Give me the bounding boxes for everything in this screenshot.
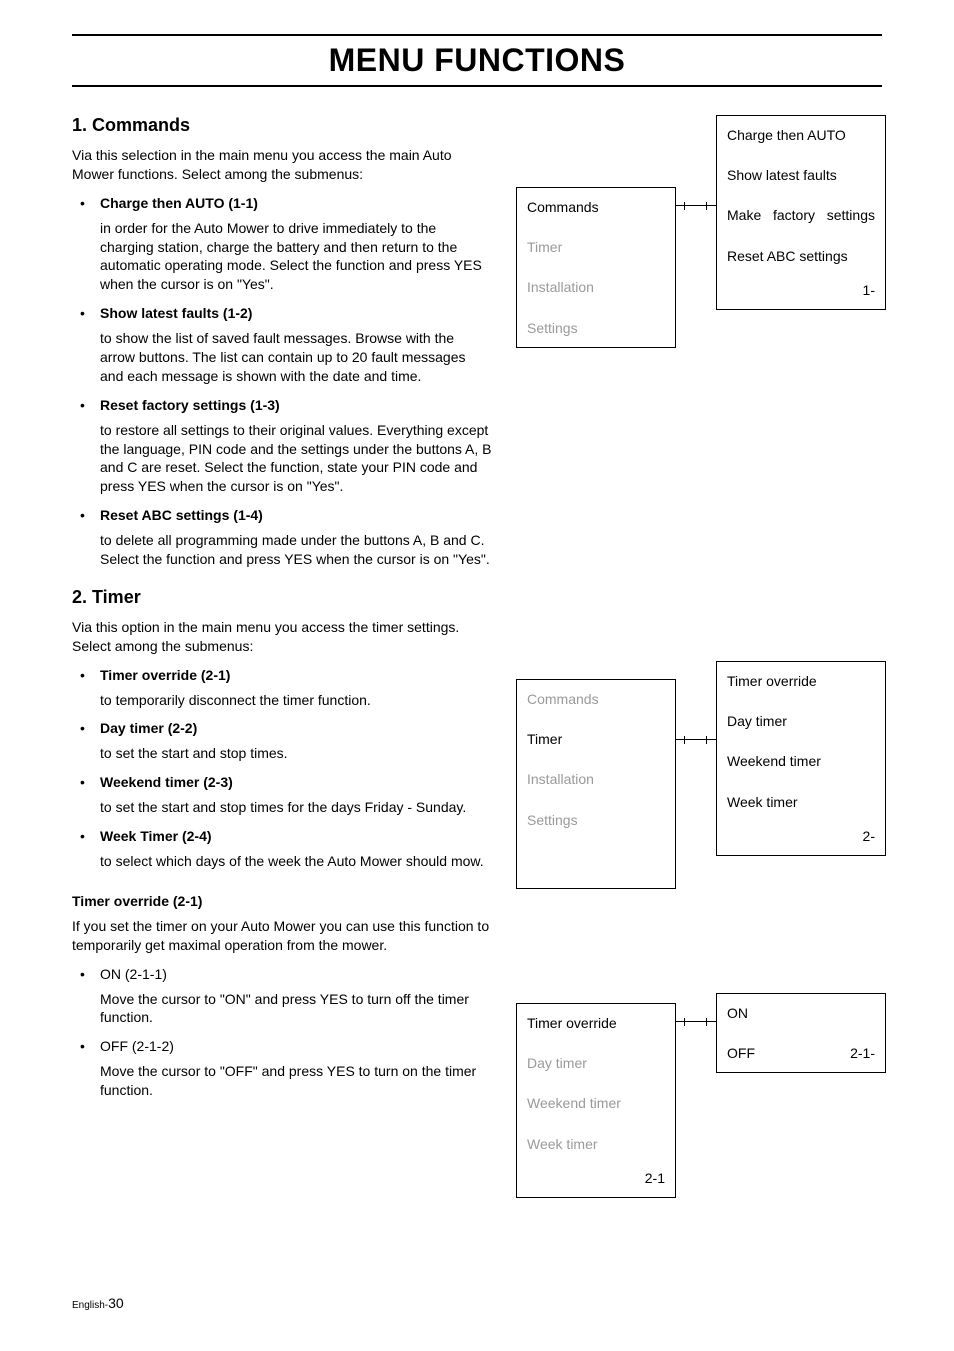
connector-line [676, 1021, 716, 1022]
item-title: Reset ABC settings (1-4) [100, 506, 492, 525]
menu-entry: Reset ABC settings [727, 247, 875, 265]
menu-entry: Timer [527, 238, 665, 256]
item-desc: to restore all settings to their origina… [100, 421, 492, 497]
menu-entry: Show latest faults [727, 166, 875, 184]
diagram-timer: Commands Timer Installation Settings Tim… [516, 661, 906, 871]
list-item: Charge then AUTO (1-1) in order for the … [72, 194, 492, 294]
timer-list: Timer override (2-1) to temporarily disc… [72, 666, 492, 871]
list-item: Week Timer (2-4) to select which days of… [72, 827, 492, 871]
menu-code: 2-1 [527, 1169, 665, 1187]
menu-code: 2-1- [850, 1044, 875, 1062]
footer-page-number: 30 [108, 1295, 124, 1311]
menu-entry: ON [727, 1004, 875, 1022]
bottom-rule [72, 85, 882, 87]
menu-entry: Week timer [527, 1135, 665, 1153]
menu-entry: Timer override [527, 1014, 665, 1032]
menu-entry: Commands [527, 690, 665, 708]
item-title: Weekend timer (2-3) [100, 773, 492, 792]
menu-box-left: Timer override Day timer Weekend timer W… [516, 1003, 676, 1198]
list-item: ON (2-1-1) Move the cursor to "ON" and p… [72, 965, 492, 1028]
menu-entry: Week timer [727, 793, 875, 811]
menu-box-right: Charge then AUTO Show latest faults Make… [716, 115, 886, 310]
section-heading-timer: 2. Timer [72, 587, 492, 608]
menu-entry: Timer override [727, 672, 875, 690]
item-desc: to set the start and stop times for the … [100, 798, 492, 817]
menu-entry: Make factory settings [727, 206, 875, 224]
menu-code: 1- [727, 281, 875, 299]
timer-override-list: ON (2-1-1) Move the cursor to "ON" and p… [72, 965, 492, 1100]
list-item: Reset factory settings (1-3) to restore … [72, 396, 492, 496]
list-item: Reset ABC settings (1-4) to delete all p… [72, 506, 492, 569]
menu-entry: Day timer [727, 712, 875, 730]
item-desc: to select which days of the week the Aut… [100, 852, 492, 871]
item-desc: in order for the Auto Mower to drive imm… [100, 219, 492, 295]
menu-entry: Installation [527, 278, 665, 296]
item-title: ON (2-1-1) [100, 965, 492, 984]
subheading-timer-override: Timer override (2-1) [72, 893, 492, 909]
menu-entry: Installation [527, 770, 665, 788]
item-desc: to temporarily disconnect the timer func… [100, 691, 492, 710]
menu-box-right: Timer override Day timer Weekend timer W… [716, 661, 886, 856]
connector-line [676, 739, 716, 740]
list-item: Timer override (2-1) to temporarily disc… [72, 666, 492, 710]
menu-entry: Commands [527, 198, 665, 216]
item-desc: Move the cursor to "OFF" and press YES t… [100, 1062, 492, 1100]
top-rule [72, 34, 882, 36]
item-title: Timer override (2-1) [100, 666, 492, 685]
item-title: Day timer (2-2) [100, 719, 492, 738]
item-title: Reset factory settings (1-3) [100, 396, 492, 415]
section-heading-commands: 1. Commands [72, 115, 492, 136]
item-desc: to delete all programming made under the… [100, 531, 492, 569]
menu-entry: Settings [527, 319, 665, 337]
menu-entry: Timer [527, 730, 665, 748]
left-column: 1. Commands Via this selection in the ma… [72, 115, 492, 1110]
menu-entry: Weekend timer [527, 1094, 665, 1112]
menu-entry: Charge then AUTO [727, 126, 875, 144]
menu-box-left: Commands Timer Installation Settings [516, 679, 676, 889]
section-intro-timer-override: If you set the timer on your Auto Mower … [72, 917, 492, 955]
menu-code: 2- [727, 827, 875, 845]
footer-prefix: English- [72, 1300, 108, 1311]
item-title: OFF (2-1-2) [100, 1037, 492, 1056]
menu-entry: Settings [527, 811, 665, 829]
diagram-commands: Commands Timer Installation Settings Cha… [516, 115, 906, 325]
list-item: OFF (2-1-2) Move the cursor to "OFF" and… [72, 1037, 492, 1100]
list-item: Weekend timer (2-3) to set the start and… [72, 773, 492, 817]
connector-line [676, 205, 716, 206]
list-item: Day timer (2-2) to set the start and sto… [72, 719, 492, 763]
menu-entry: OFF [727, 1044, 755, 1062]
commands-list: Charge then AUTO (1-1) in order for the … [72, 194, 492, 569]
menu-entry: Day timer [527, 1054, 665, 1072]
diagram-timer-override: Timer override Day timer Weekend timer W… [516, 993, 906, 1193]
item-title: Week Timer (2-4) [100, 827, 492, 846]
menu-box-right: ON OFF 2-1- [716, 993, 886, 1073]
page-footer: English-30 [72, 1295, 124, 1311]
page-title: MENU FUNCTIONS [72, 42, 882, 79]
item-title: Charge then AUTO (1-1) [100, 194, 492, 213]
item-desc: to set the start and stop times. [100, 744, 492, 763]
item-desc: Move the cursor to "ON" and press YES to… [100, 990, 492, 1028]
menu-entry: Weekend timer [727, 752, 875, 770]
right-column: Commands Timer Installation Settings Cha… [516, 115, 882, 1110]
item-title: Show latest faults (1-2) [100, 304, 492, 323]
item-desc: to show the list of saved fault messages… [100, 329, 492, 386]
section-intro-commands: Via this selection in the main menu you … [72, 146, 492, 184]
list-item: Show latest faults (1-2) to show the lis… [72, 304, 492, 386]
menu-box-left: Commands Timer Installation Settings [516, 187, 676, 348]
section-intro-timer: Via this option in the main menu you acc… [72, 618, 492, 656]
